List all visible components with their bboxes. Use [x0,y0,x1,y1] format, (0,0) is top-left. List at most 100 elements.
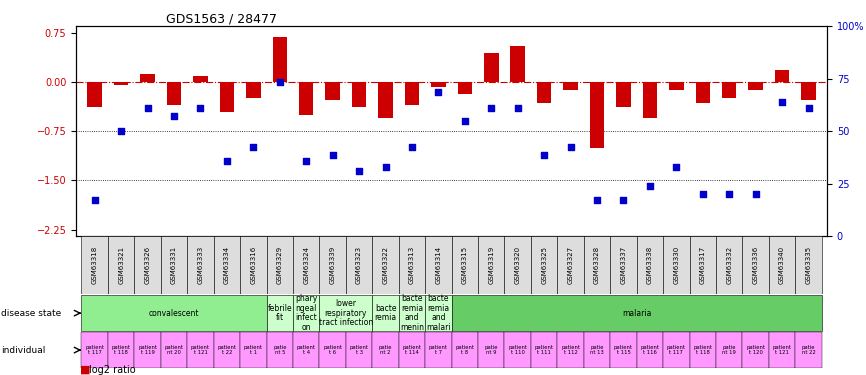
Text: GSM63314: GSM63314 [436,246,442,284]
Bar [637,332,663,368]
Bar [452,295,822,331]
Bar [267,236,293,294]
Bar [531,332,558,368]
Bar [689,236,716,294]
Bar [484,53,499,82]
Text: GSM63336: GSM63336 [753,246,759,284]
Bar [81,295,267,331]
Bar [695,82,710,103]
Bar [510,46,525,82]
Text: bacte
remia: bacte remia [374,304,397,322]
Text: patient
t 22: patient t 22 [217,345,236,355]
Bar [531,236,558,294]
Text: patie
nt 13: patie nt 13 [590,345,604,355]
Bar [267,295,293,331]
Text: GSM63334: GSM63334 [224,246,229,284]
Text: bacte
remia
and
malari: bacte remia and malari [426,294,450,332]
Bar [457,82,472,94]
Bar [378,82,393,118]
Text: malaria: malaria [622,309,651,318]
Text: GSM63337: GSM63337 [620,246,626,284]
Text: bacte
remia
and
menin: bacte remia and menin [400,294,424,332]
Text: GSM63316: GSM63316 [250,246,256,284]
Bar [267,332,293,368]
Text: patient
t 4: patient t 4 [297,345,316,355]
Text: patient
t 111: patient t 111 [534,345,553,355]
Bar [220,82,234,112]
Text: patient
t 115: patient t 115 [614,345,633,355]
Bar [346,236,372,294]
Point [669,164,683,170]
Text: phary
ngeal
infect
on: phary ngeal infect on [295,294,317,332]
Bar [398,236,425,294]
Text: patient
t 112: patient t 112 [561,345,580,355]
Point [775,99,789,105]
Bar [293,332,320,368]
Text: disease state: disease state [1,309,61,318]
Text: GSM63333: GSM63333 [197,246,204,284]
Bar [769,332,795,368]
Text: GSM63322: GSM63322 [383,246,389,284]
Bar [240,236,267,294]
Text: GSM63329: GSM63329 [277,246,283,284]
Bar [689,332,716,368]
Text: log2 ratio: log2 ratio [89,365,136,375]
Point [140,105,154,111]
Text: convalescent: convalescent [149,309,199,318]
Text: patient
t 7: patient t 7 [429,345,448,355]
Bar [134,332,161,368]
Text: patient
t 116: patient t 116 [640,345,659,355]
Text: GSM63328: GSM63328 [594,246,600,284]
Bar [398,295,425,331]
Bar [742,236,769,294]
Bar [617,82,630,107]
Bar [372,332,398,368]
Point [484,105,498,111]
Bar [134,236,161,294]
Point [617,197,630,203]
Bar [584,332,611,368]
Bar [795,332,822,368]
Bar [643,82,657,118]
Bar [505,236,531,294]
Bar [663,236,689,294]
Point [300,158,313,164]
Text: GSM63319: GSM63319 [488,246,494,284]
Bar [558,236,584,294]
Bar [193,76,208,82]
Bar [240,332,267,368]
Bar [611,236,637,294]
Point [167,112,181,118]
Bar [320,236,346,294]
Point [378,164,392,170]
Text: GSM63324: GSM63324 [303,246,309,284]
Text: patient
t 6: patient t 6 [323,345,342,355]
Text: GSM63321: GSM63321 [118,246,124,284]
Point [247,144,261,150]
Text: patient
nt 20: patient nt 20 [165,345,184,355]
Bar [637,236,663,294]
Text: patient
t 121: patient t 121 [772,345,792,355]
Text: patient
t 119: patient t 119 [138,345,157,355]
Point [511,105,525,111]
Bar [611,332,637,368]
Bar [801,82,816,100]
Bar [352,82,366,107]
Text: patient
t 110: patient t 110 [508,345,527,355]
Bar [187,236,214,294]
Bar [372,236,398,294]
Bar [398,332,425,368]
Bar [669,82,683,90]
Bar [558,332,584,368]
Bar [563,82,578,90]
Point [643,183,656,189]
Text: patient
t 1: patient t 1 [244,345,263,355]
Point [749,191,763,197]
Bar [273,38,287,82]
Bar [795,236,822,294]
Point [458,118,472,124]
Point [405,144,419,150]
Bar [320,332,346,368]
Point [722,191,736,197]
Text: patient
t 8: patient t 8 [456,345,475,355]
